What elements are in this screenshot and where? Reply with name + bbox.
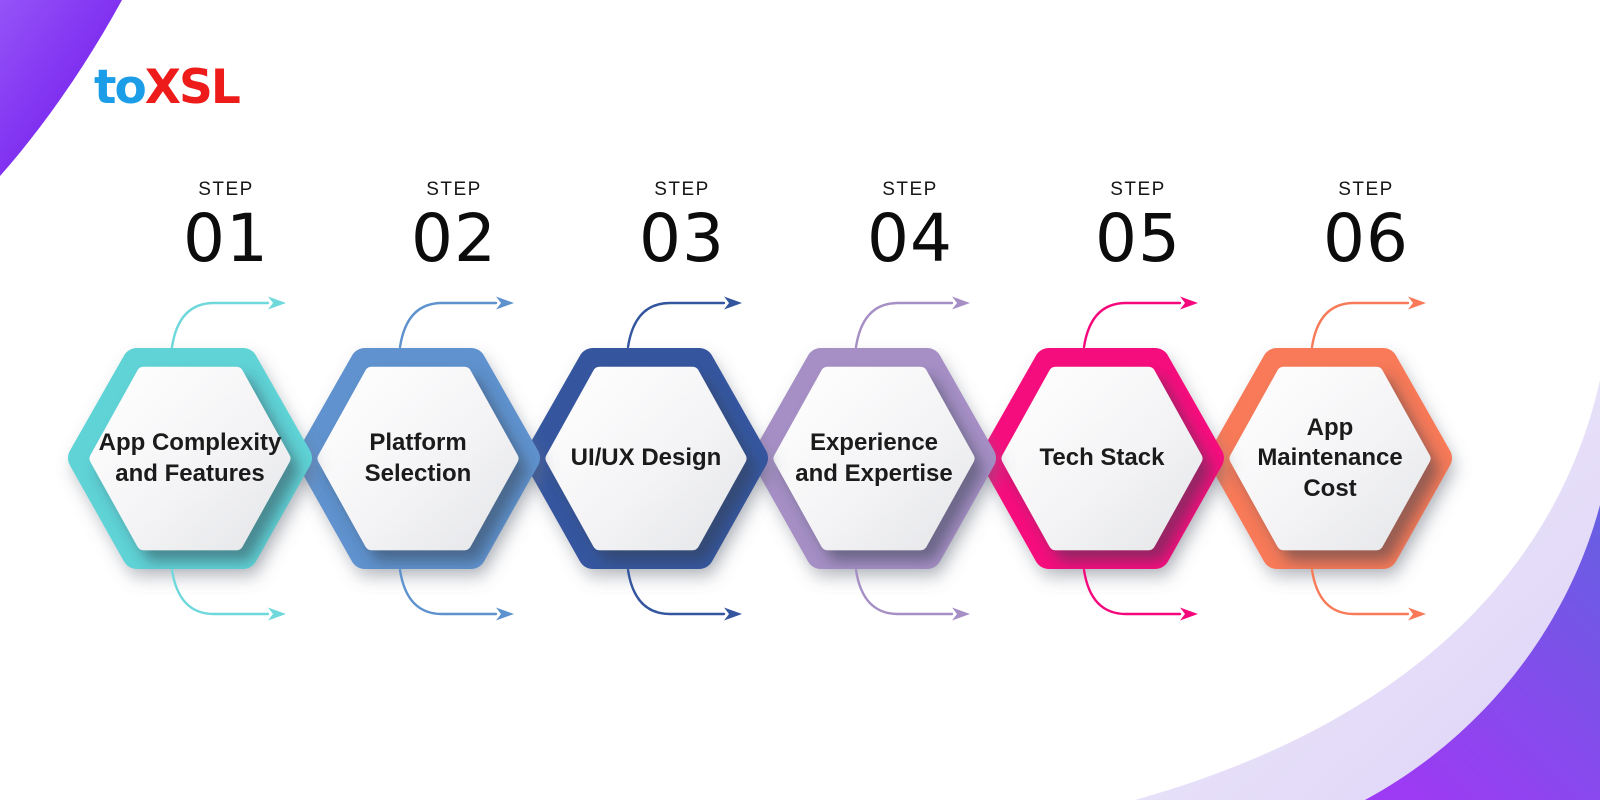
curved-arrow-bottom-icon	[854, 568, 970, 621]
step-number: 05	[1095, 200, 1181, 277]
step-label: STEP	[1110, 179, 1166, 200]
curved-arrow-top-icon	[854, 296, 970, 349]
curved-arrow-bottom-icon	[1082, 568, 1198, 621]
hexagon-icon	[296, 348, 540, 569]
step-02-head: STEP 02	[344, 179, 564, 272]
step-title: App Complexity and Features	[98, 429, 282, 487]
step-title: App Maintenance Cost	[1257, 414, 1403, 502]
step-05-head: STEP 05	[1028, 179, 1248, 272]
hexagon-icon	[1208, 348, 1452, 569]
corner-decoration-top-left	[0, 0, 122, 176]
step-02: STEP 02 Platform Selection	[293, 179, 543, 621]
step-title: UI/UX Design	[570, 444, 722, 472]
step-03: STEP 03 UI/UX Design	[521, 179, 771, 621]
curved-arrow-top-icon	[1310, 296, 1426, 349]
step-number: 06	[1323, 200, 1409, 277]
step-01-head: STEP 01	[116, 179, 336, 272]
step-label: STEP	[882, 179, 938, 200]
swoosh-purple-band	[1365, 505, 1600, 800]
hexagon-icon	[752, 348, 996, 569]
step-number: 03	[639, 200, 725, 277]
logo-part-to: to	[94, 60, 147, 115]
step-06: STEP 06 App Maintenance Cost	[1205, 179, 1455, 621]
swoosh-light-band	[1135, 380, 1600, 800]
step-06-head: STEP 06	[1256, 179, 1476, 272]
curved-arrow-bottom-icon	[398, 568, 514, 621]
step-title: Tech Stack	[1039, 444, 1165, 472]
hexagon-icon	[524, 348, 768, 569]
curved-arrow-top-icon	[1082, 296, 1198, 349]
curved-arrow-top-icon	[626, 296, 742, 349]
step-01: STEP 01 App Complexity and Features	[65, 179, 315, 621]
swoosh-decoration-bottom-right	[1135, 380, 1600, 800]
logo-part-xsl: XSL	[144, 60, 241, 115]
step-03-head: STEP 03	[572, 179, 792, 272]
toxsl-logo: toXSL	[94, 64, 241, 111]
step-title: Experience and Expertise	[795, 429, 953, 487]
step-04: STEP 04 Experience and Expertise	[749, 179, 999, 621]
hexagon-icon	[68, 348, 312, 569]
curved-arrow-bottom-icon	[626, 568, 742, 621]
step-label: STEP	[1338, 179, 1394, 200]
step-number: 04	[867, 200, 953, 277]
step-number: 02	[411, 200, 497, 277]
step-05: STEP 05 Tech Stack	[977, 179, 1227, 621]
curved-arrow-bottom-icon	[170, 568, 286, 621]
step-label: STEP	[654, 179, 710, 200]
step-number: 01	[183, 200, 269, 277]
curved-arrow-top-icon	[398, 296, 514, 349]
hexagon-icon	[980, 348, 1224, 569]
step-label: STEP	[198, 179, 254, 200]
step-title: Platform Selection	[364, 429, 472, 487]
step-04-head: STEP 04	[800, 179, 1020, 272]
curved-arrow-bottom-icon	[1310, 568, 1426, 621]
curved-arrow-top-icon	[170, 296, 286, 349]
step-label: STEP	[426, 179, 482, 200]
